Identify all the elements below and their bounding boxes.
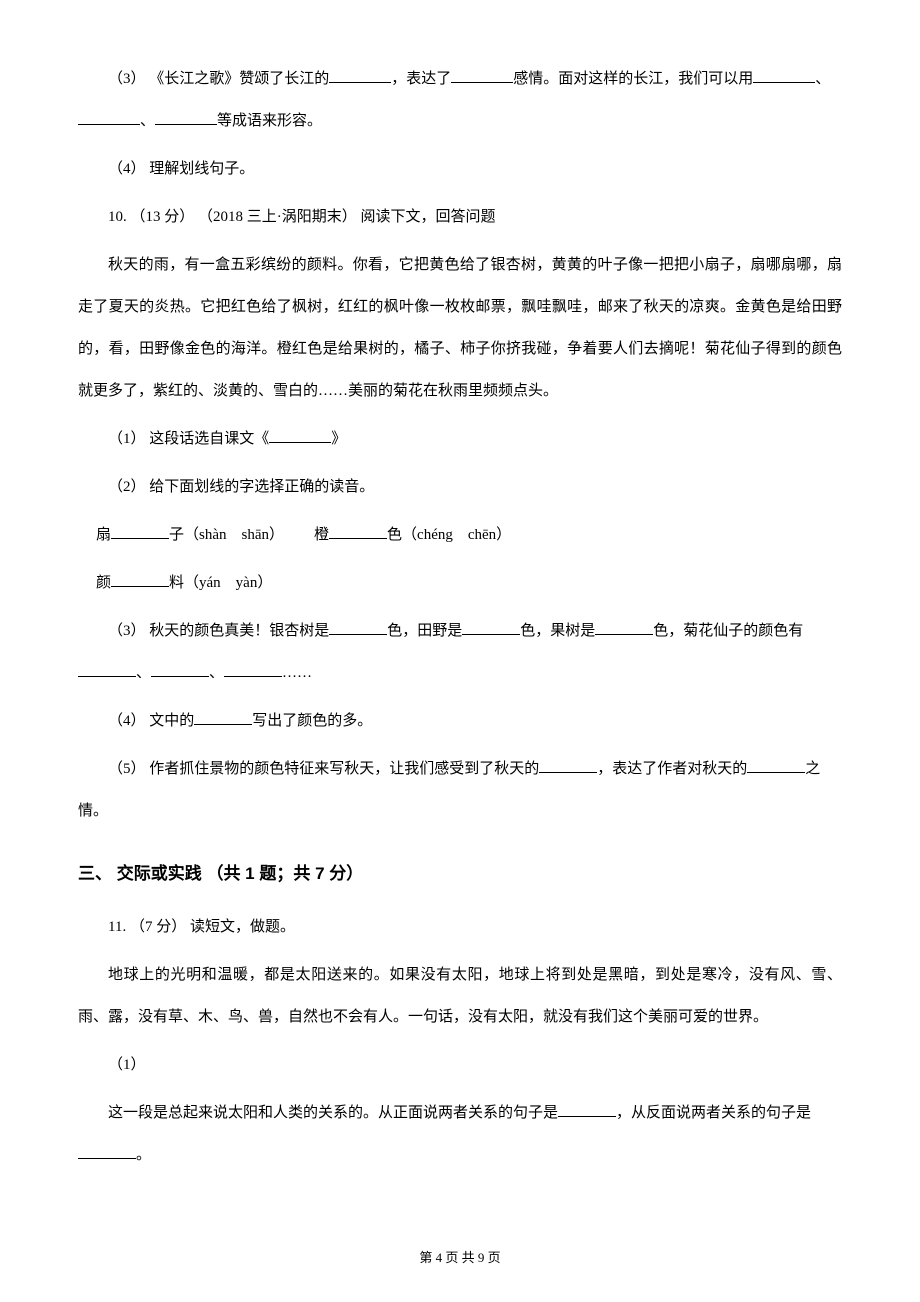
q10-sub3-tail: …… — [282, 665, 312, 681]
q10-sub3-blank3[interactable] — [595, 621, 653, 636]
q10-sub2-c-blank[interactable] — [111, 573, 169, 588]
section3-title: 三、 交际或实践 （共 1 题；共 7 分） — [78, 850, 842, 898]
q11-passage: 地球上的光明和温暖，都是太阳送来的。如果没有太阳，地球上将到处是黑暗，到处是寒冷… — [78, 954, 842, 1038]
q10-sub5-blank1[interactable] — [539, 759, 597, 774]
q10-passage: 秋天的雨，有一盒五彩缤纷的颜料。你看，它把黄色给了银杏树，黄黄的叶子像一把把小扇… — [78, 244, 842, 412]
q3-blank4[interactable] — [78, 111, 140, 126]
q10-sub2-b-post: 色（chéng chēn） — [387, 527, 511, 543]
q10-sub3-sep2: 、 — [209, 665, 224, 681]
q3-sep1: 、 — [815, 71, 830, 87]
q10-sub2-a-post: 子（shàn shān） — [169, 527, 284, 543]
q11-sub1-line1: 这一段是总起来说太阳和人类的关系的。从正面说两者关系的句子是 ，从反面说两者关系的… — [78, 1092, 842, 1134]
q10-sub2-a-pre: 扇 — [96, 527, 111, 543]
q3-blank3[interactable] — [753, 69, 815, 84]
q10-sub2-a-blank[interactable] — [111, 525, 169, 540]
q10-sub3-blank6[interactable] — [224, 663, 282, 678]
q11-sub1-mid: ，从反面说两者关系的句子是 — [616, 1105, 811, 1121]
q10-sub5-pre: （5） 作者抓住景物的颜色特征来写秋天，让我们感受到了秋天的 — [108, 761, 539, 777]
q3-line1: （3） 《长江之歌》赞颂了长江的 ，表达了 感情。面对这样的长江，我们可以用 、 — [78, 58, 842, 100]
q10-sub3-blank4[interactable] — [78, 663, 136, 678]
q10-sub5-line1: （5） 作者抓住景物的颜色特征来写秋天，让我们感受到了秋天的 ，表达了作者对秋天的… — [78, 748, 842, 832]
q10-sub1-pre: （1） 这段话选自课文《 — [108, 431, 269, 447]
q10-sub2-b-blank[interactable] — [329, 525, 387, 540]
q10-sub3-line2: 、 、 …… — [78, 652, 842, 694]
q11-sub1-label: （1） — [78, 1044, 842, 1086]
q10-sub2-b-pre: 橙 — [314, 527, 329, 543]
q10-sub3-m3: 色，菊花仙子的颜色有 — [653, 623, 803, 639]
q10-sub4: （4） 文中的 写出了颜色的多。 — [78, 700, 842, 742]
q10-sub4-pre: （4） 文中的 — [108, 713, 194, 729]
q3-mid1: ，表达了 — [391, 71, 451, 87]
q3-sep2: 、 — [140, 113, 155, 129]
q10-sub2: （2） 给下面划线的字选择正确的读音。 — [78, 466, 842, 508]
q10-sub3-m2: 色，果树是 — [520, 623, 595, 639]
q10-sub3-pre: （3） 秋天的颜色真美！银杏树是 — [108, 623, 329, 639]
q3-mid2: 感情。面对这样的长江，我们可以用 — [513, 71, 753, 87]
q3-blank1[interactable] — [329, 69, 391, 84]
q10-sub5-mid: ，表达了作者对秋天的 — [597, 761, 747, 777]
q10-sub3-line1: （3） 秋天的颜色真美！银杏树是 色，田野是 色，果树是 色，菊花仙子的颜色有 — [78, 610, 842, 652]
q11-sub1-blank2[interactable] — [78, 1144, 136, 1159]
q3-pre: （3） 《长江之歌》赞颂了长江的 — [108, 71, 329, 87]
q10-sub3-blank2[interactable] — [462, 621, 520, 636]
q3-tail: 等成语来形容。 — [217, 113, 322, 129]
q10-sub4-post: 写出了颜色的多。 — [252, 713, 372, 729]
q3-blank5[interactable] — [155, 111, 217, 126]
q11-sub1-blank1[interactable] — [558, 1102, 616, 1117]
q11-header: 11. （7 分） 读短文，做题。 — [78, 906, 842, 948]
q10-sub5-blank2[interactable] — [747, 759, 805, 774]
q10-sub4-blank[interactable] — [194, 711, 252, 726]
q11-sub1-pre: 这一段是总起来说太阳和人类的关系的。从正面说两者关系的句子是 — [108, 1105, 558, 1121]
q4: （4） 理解划线句子。 — [78, 148, 842, 190]
q3-line2: 、 等成语来形容。 — [78, 100, 842, 142]
q10-sub2-row1: 扇 子（shàn shān） 橙 色（chéng chēn） — [96, 514, 842, 556]
q10-sub2-c-pre: 颜 — [96, 575, 111, 591]
q10-sub1-blank[interactable] — [269, 429, 331, 444]
q10-sub2-row2: 颜 料（yán yàn） — [96, 562, 842, 604]
q10-sub1: （1） 这段话选自课文《 》 — [78, 418, 842, 460]
page-footer: 第 4 页 共 9 页 — [0, 1247, 920, 1266]
q11-sub1-post: 。 — [136, 1147, 151, 1163]
q10-sub3-sep1: 、 — [136, 665, 151, 681]
q10-sub3-m1: 色，田野是 — [387, 623, 462, 639]
q10-header: 10. （13 分） （2018 三上·涡阳期末） 阅读下文，回答问题 — [78, 196, 842, 238]
q3-blank2[interactable] — [451, 69, 513, 84]
q10-sub3-blank5[interactable] — [151, 663, 209, 678]
q11-sub1-line2: 。 — [78, 1134, 842, 1176]
q10-sub3-blank1[interactable] — [329, 621, 387, 636]
q10-sub1-post: 》 — [331, 431, 346, 447]
q10-sub2-c-post: 料（yán yàn） — [169, 575, 272, 591]
